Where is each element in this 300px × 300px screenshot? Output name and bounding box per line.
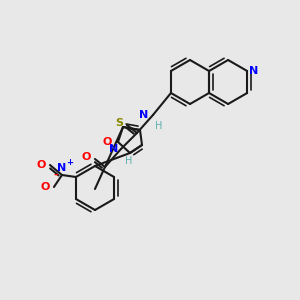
- Text: O: O: [82, 152, 91, 162]
- Text: H: H: [125, 156, 132, 166]
- Text: S: S: [115, 118, 123, 128]
- Text: O: O: [37, 160, 46, 170]
- Text: O: O: [103, 137, 112, 147]
- Text: O: O: [40, 182, 50, 192]
- Text: N: N: [139, 110, 148, 120]
- Text: N: N: [109, 144, 118, 154]
- Text: -: -: [53, 170, 58, 180]
- Text: N: N: [57, 163, 67, 173]
- Text: N: N: [249, 66, 258, 76]
- Text: H: H: [155, 121, 162, 131]
- Text: +: +: [66, 158, 73, 167]
